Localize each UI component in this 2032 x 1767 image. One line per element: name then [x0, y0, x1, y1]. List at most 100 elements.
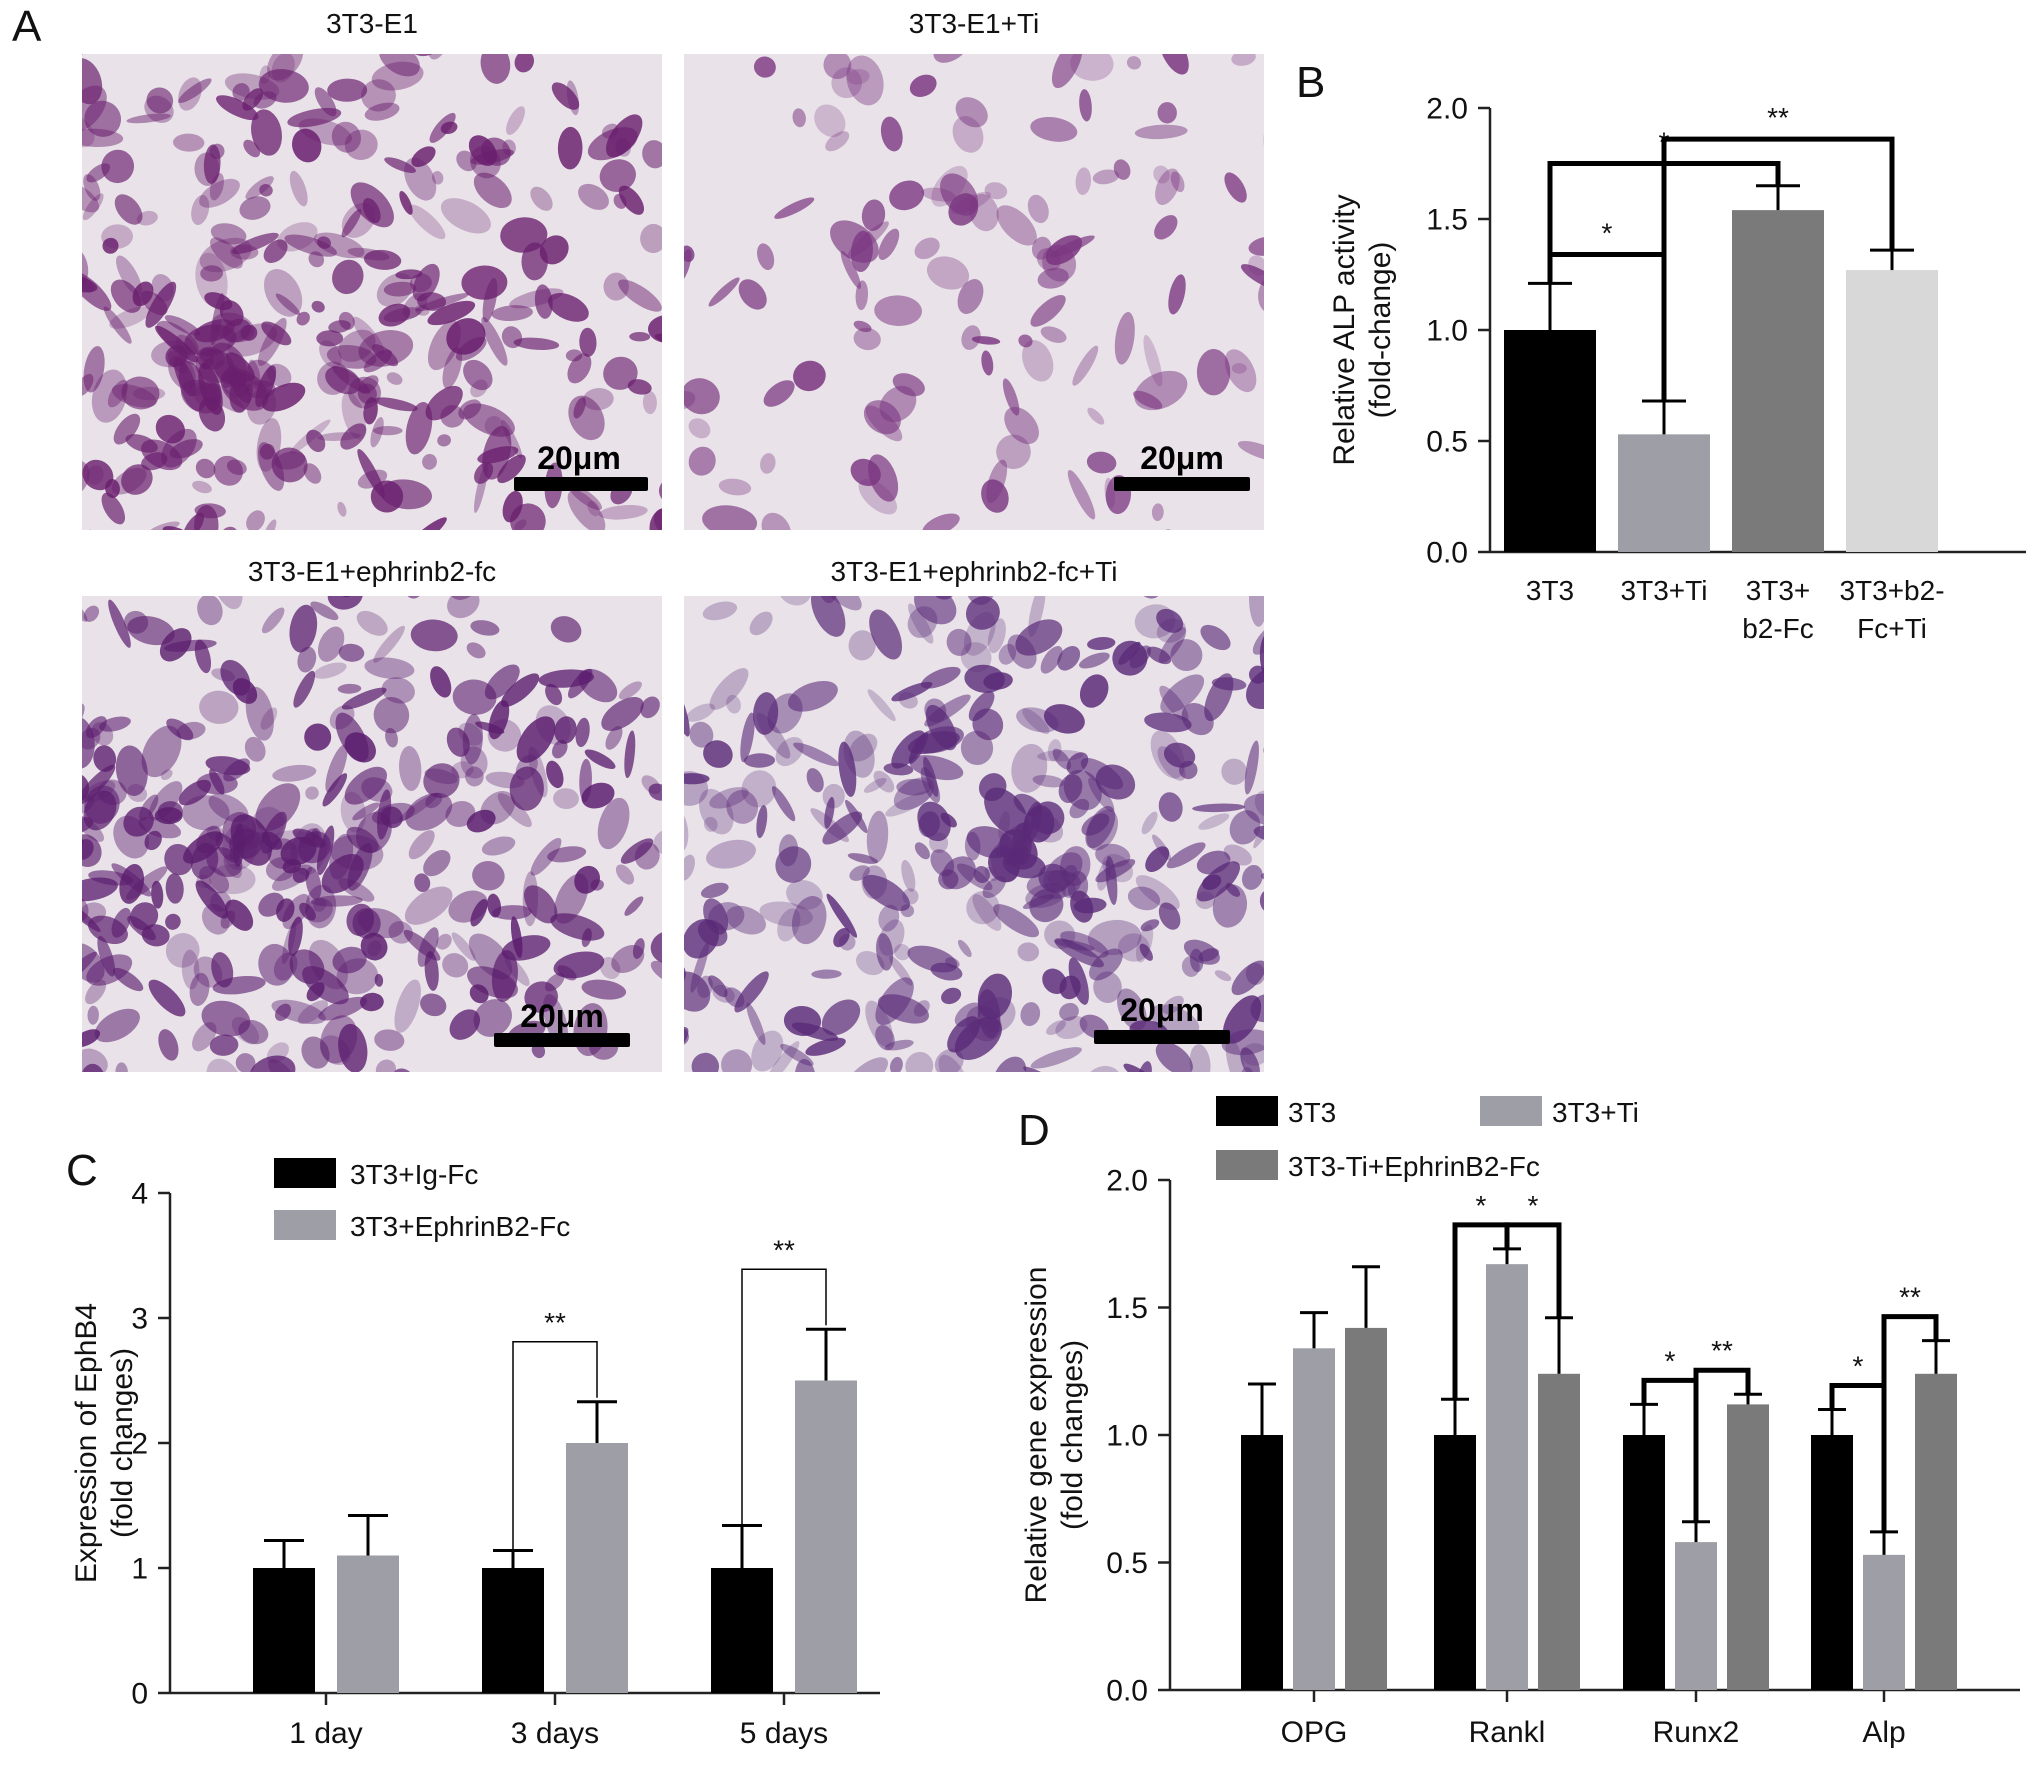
stained-cell — [1198, 813, 1230, 830]
scale-bar-label: 20μm — [537, 440, 621, 476]
stained-cell — [1159, 685, 1189, 722]
stained-cell — [263, 269, 303, 317]
micrograph-image — [82, 54, 662, 530]
stained-cell — [136, 210, 158, 226]
stained-cell — [473, 999, 512, 1037]
stained-cell — [791, 896, 827, 945]
stained-cell — [199, 237, 252, 273]
x-tick-label: 3 days — [511, 1717, 599, 1750]
stained-cell — [346, 826, 379, 853]
panel-label-b: B — [1296, 58, 1326, 107]
significance-marker: * — [1665, 1345, 1676, 1376]
stained-cell — [210, 223, 247, 245]
stained-cell — [175, 334, 199, 365]
stained-cell — [746, 1002, 766, 1045]
stained-cell — [848, 630, 876, 661]
stained-cell — [624, 896, 644, 916]
stained-cell — [615, 864, 635, 885]
stained-cell — [998, 643, 1017, 665]
stained-cell — [176, 721, 206, 740]
stained-cell — [181, 949, 200, 990]
stained-cell — [417, 927, 439, 967]
stained-cell — [326, 344, 377, 369]
stained-cell — [806, 768, 824, 793]
stained-cell — [1022, 340, 1054, 382]
stained-cell — [900, 904, 915, 918]
stained-cell — [1092, 169, 1120, 185]
stained-cell — [587, 500, 600, 517]
x-tick-label: 3T3+Ti — [1621, 575, 1708, 606]
stained-cell — [761, 512, 792, 530]
stained-cell — [442, 953, 469, 978]
stained-cell — [260, 707, 278, 730]
stained-cell — [182, 795, 230, 831]
micrograph-texture — [684, 54, 1264, 530]
stained-cell — [296, 311, 310, 326]
stained-cell — [317, 626, 345, 662]
y-tick-label: 2.0 — [1106, 1165, 1148, 1198]
stained-cell — [82, 128, 124, 148]
bar — [1618, 434, 1710, 552]
stained-cell — [414, 873, 431, 893]
stained-cell — [341, 391, 366, 440]
stained-cell — [524, 981, 558, 1013]
stained-cell — [1229, 810, 1261, 845]
stained-cell — [429, 112, 456, 143]
stained-cell — [430, 666, 452, 698]
stained-cell — [706, 839, 756, 869]
y-tick-label: 1.0 — [1106, 1420, 1148, 1453]
micrograph-texture — [82, 54, 662, 530]
y-tick-label: 2.0 — [1426, 93, 1468, 126]
stained-cell — [847, 853, 879, 864]
bar — [482, 1568, 544, 1693]
stained-cell — [306, 429, 326, 453]
stained-cell — [119, 863, 145, 904]
stained-cell — [261, 382, 306, 412]
stained-cell — [934, 1048, 964, 1072]
stained-cell — [237, 832, 267, 852]
stained-cell — [394, 979, 421, 1033]
significance-bracket — [1661, 136, 1895, 402]
stained-cell — [1241, 864, 1263, 890]
stained-cell — [165, 933, 200, 968]
stained-cell — [243, 139, 261, 158]
stained-cell — [1134, 124, 1188, 140]
stained-cell — [472, 861, 505, 891]
stained-cell — [114, 194, 143, 225]
stained-cell — [774, 197, 815, 219]
stained-cell — [966, 890, 1000, 925]
stained-cell — [225, 899, 254, 931]
stained-cell — [1146, 646, 1172, 665]
stained-cell — [1087, 637, 1116, 650]
stained-cell — [1145, 846, 1170, 873]
stained-cell — [338, 311, 355, 330]
stained-cell — [905, 1051, 934, 1072]
stained-cell — [726, 694, 741, 714]
stained-cell — [108, 599, 131, 648]
stained-cell — [189, 972, 210, 1006]
stained-cell — [272, 764, 317, 782]
stained-cell — [1069, 798, 1090, 819]
legend-swatch — [274, 1210, 336, 1240]
stained-cell — [82, 459, 114, 491]
x-tick-label: b2-Fc — [1742, 613, 1814, 644]
stained-cell — [1223, 844, 1252, 866]
stained-cell — [688, 418, 711, 439]
stained-cell — [336, 958, 379, 995]
stained-cell — [101, 492, 126, 525]
stained-cell — [702, 601, 738, 621]
stained-cell — [901, 859, 916, 892]
stained-cell — [384, 157, 416, 173]
stained-cell — [547, 846, 587, 863]
bar — [1732, 210, 1824, 552]
stained-cell — [192, 480, 212, 494]
x-tick-label: Runx2 — [1653, 1716, 1740, 1749]
stained-cell — [1055, 1016, 1088, 1039]
stained-cell — [698, 788, 734, 835]
stained-cell — [817, 596, 862, 611]
stained-cell — [481, 316, 508, 366]
stained-cell — [1059, 846, 1091, 887]
stained-cell — [209, 173, 224, 201]
stained-cell — [765, 1041, 800, 1072]
significance-marker: ** — [1767, 102, 1789, 133]
